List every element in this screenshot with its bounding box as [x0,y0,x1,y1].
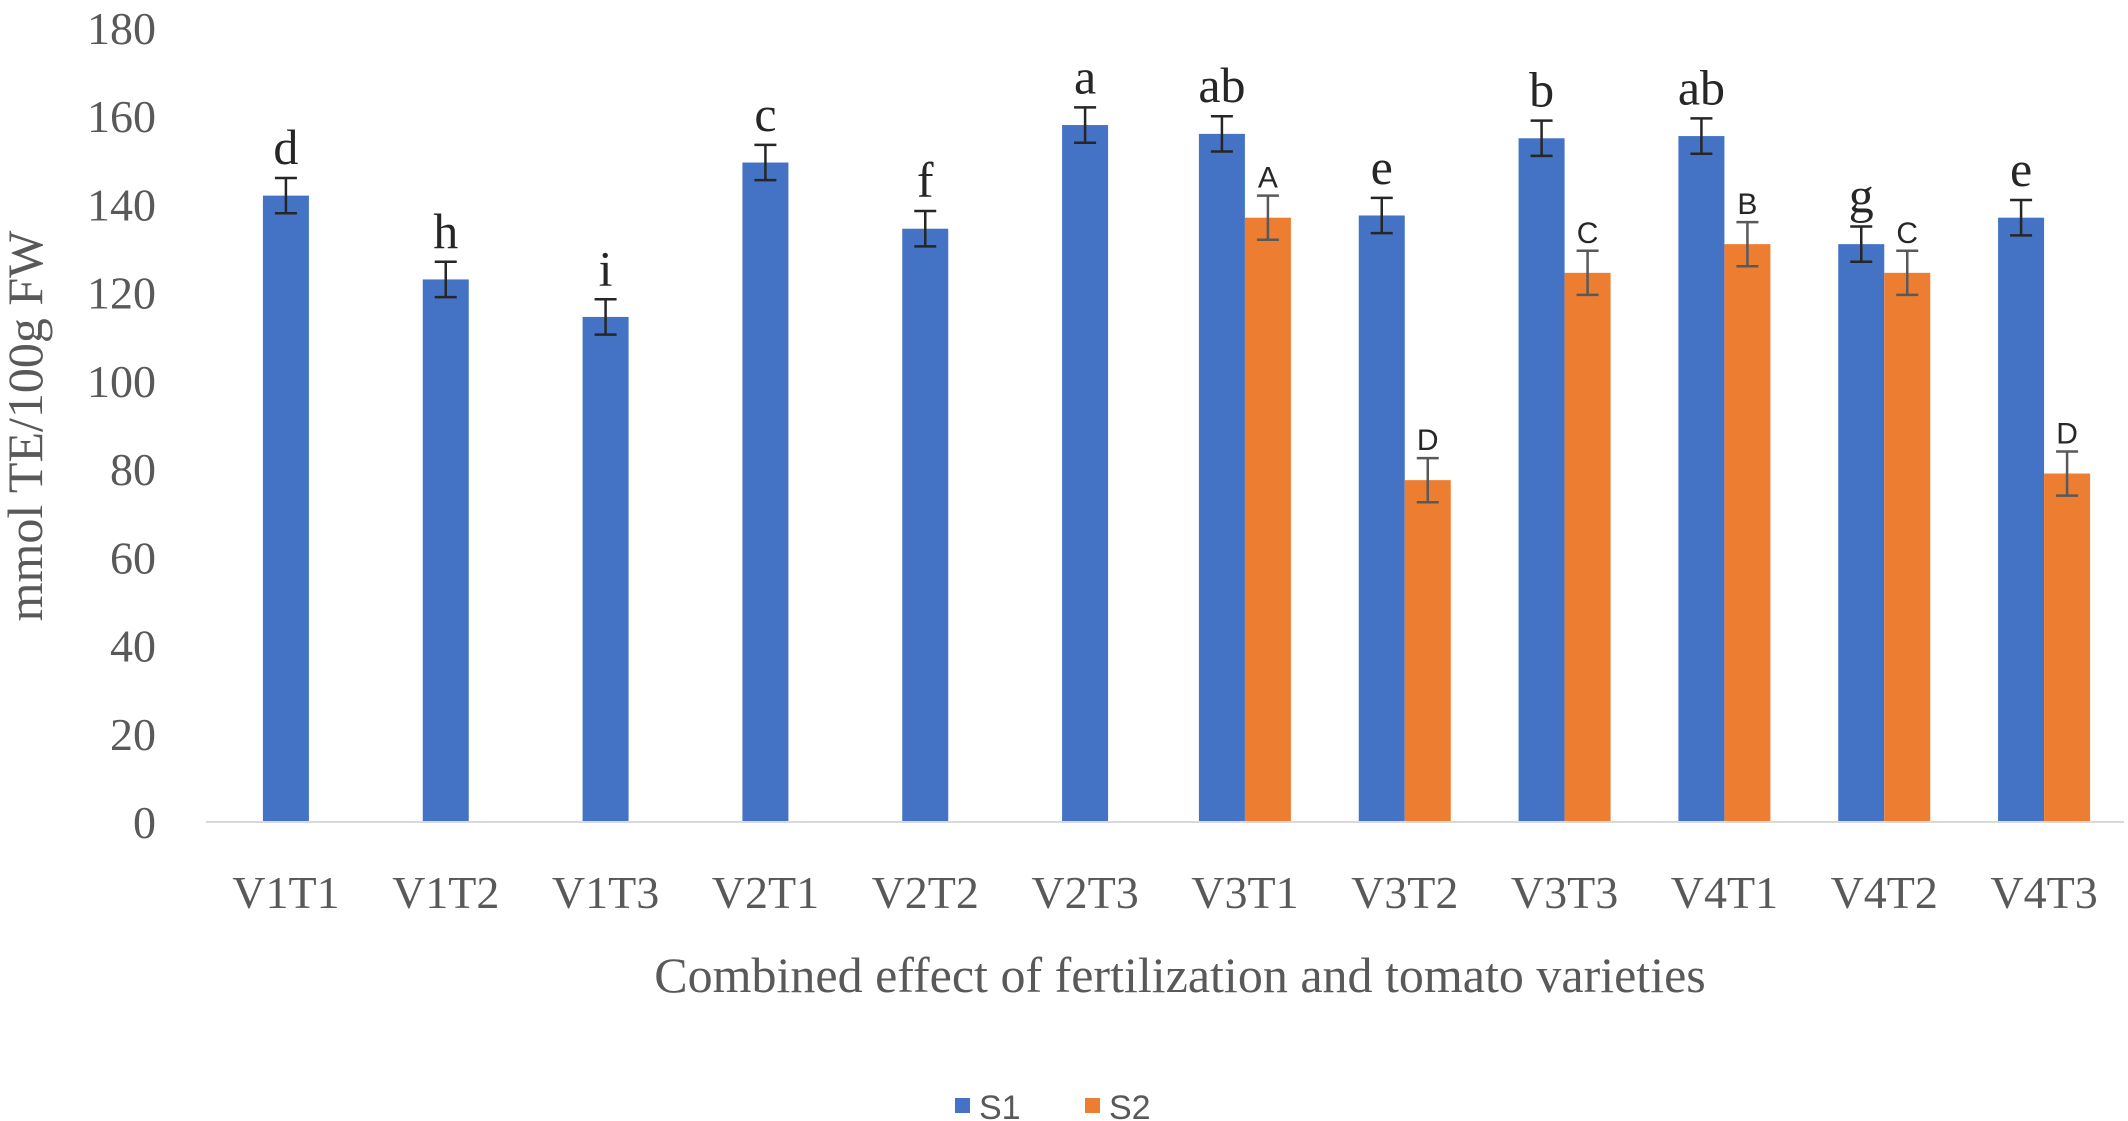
significance-label-s1: ab [1198,57,1245,113]
bar-s1 [1358,215,1405,822]
y-tick-label: 40 [110,621,156,672]
significance-label-s1: a [1074,48,1096,104]
x-tick-label: V1T3 [552,867,659,918]
x-tick-label: V1T1 [232,867,339,918]
significance-label-s2: D [1417,424,1439,457]
bar-s1 [1838,244,1885,823]
bar-s1 [262,195,309,823]
significance-label-s1: g [1849,168,1874,224]
y-tick-label: 60 [110,532,156,583]
x-tick-label: V4T1 [1671,867,1778,918]
bar-s2 [1724,244,1771,823]
y-tick-label: 120 [87,268,156,319]
bar-s1 [1062,125,1109,823]
x-tick-label: V2T1 [712,867,819,918]
legend-swatch-s2 [1085,1098,1100,1113]
significance-label-s2: D [2056,417,2078,450]
significance-label-s1: e [1371,139,1393,195]
significance-label-s2: C [1896,217,1918,250]
bar-s2 [2044,473,2091,822]
axes: 0 20 40 60 80 100 120 140 160 180 V1T1 V1T2 V1T3 V2T1… [87,3,2124,918]
significance-label-s2: C [1577,217,1599,250]
x-tick-label: V2T3 [1031,867,1138,918]
bar-s2 [1404,480,1451,822]
significance-label-s1: ab [1678,59,1725,115]
x-tick-label: V4T2 [1831,867,1938,918]
significance-label-s1: i [599,240,613,296]
bar-s1 [1198,133,1245,822]
x-tick-label: V3T3 [1511,867,1618,918]
significance-label-s1: c [754,86,776,142]
x-tick-label: V4T3 [1990,867,2097,918]
significance-label-s1: h [433,203,458,259]
bar-s2 [1244,217,1291,822]
y-tick-label: 20 [110,709,156,760]
bar-s2 [1564,272,1611,823]
y-axis-title: mmol TE/100g FW [0,230,53,622]
bar-s1 [1678,136,1725,823]
significance-label-s1: d [273,119,298,175]
y-tick-label: 0 [133,797,156,848]
x-tick-label: V3T2 [1351,867,1458,918]
bar-s1 [1998,217,2045,822]
legend: S1 S2 [955,1089,1151,1121]
legend-label-s2: S2 [1109,1089,1151,1121]
x-axis-title: Combined effect of fertilization and tom… [654,947,1706,1003]
significance-label-s1: e [2010,141,2032,197]
y-tick-label: 180 [87,3,156,54]
bar-s2 [1884,272,1931,823]
bar-s1 [742,162,789,823]
bar-s1 [902,228,949,822]
significance-label-s1: f [917,152,934,208]
y-tick-label: 80 [110,444,156,495]
x-tick-label: V2T2 [872,867,979,918]
y-tick-label: 140 [87,179,156,230]
significance-label-s1: b [1529,62,1554,118]
bar-s1 [422,279,469,822]
bar-s1 [582,316,629,822]
legend-label-s1: S1 [979,1089,1021,1121]
y-tick-label: 160 [87,91,156,142]
x-tick-label: V1T2 [392,867,499,918]
significance-label-s2: B [1737,188,1757,221]
x-tick-label: V3T1 [1191,867,1298,918]
legend-swatch-s1 [955,1098,970,1113]
significance-label-s2: A [1258,162,1278,195]
y-tick-label: 100 [87,356,156,407]
bar-s1 [1518,138,1565,822]
